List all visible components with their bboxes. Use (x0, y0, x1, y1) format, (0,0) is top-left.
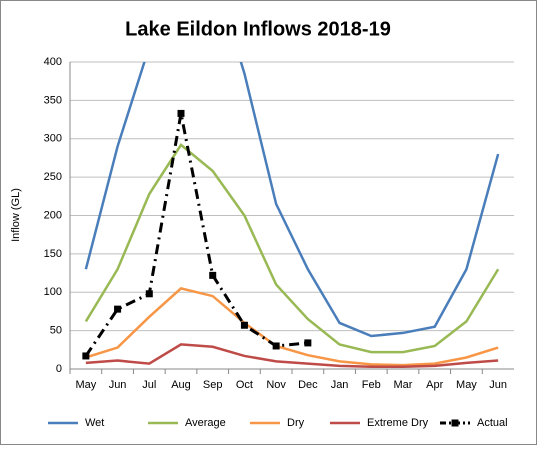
x-tick-label: Jan (331, 379, 349, 391)
x-tick-label: Aug (171, 379, 191, 391)
x-tick-label: Sep (203, 379, 223, 391)
y-tick-label: 300 (44, 133, 62, 145)
data-point (272, 342, 280, 350)
legend-label: Dry (287, 417, 305, 429)
series-line (85, 343, 499, 368)
data-point (145, 290, 153, 298)
legend-label: Actual (477, 417, 508, 429)
y-tick-label: 0 (56, 363, 62, 375)
data-point (209, 271, 217, 279)
x-tick-label: May (75, 379, 96, 391)
series-line (85, 287, 499, 367)
series-line (84, 62, 500, 338)
series-line (84, 143, 500, 354)
y-tick-label: 50 (50, 325, 62, 337)
chart-title: Lake Eildon Inflows 2018-19 (125, 18, 391, 40)
data-point (82, 352, 90, 360)
y-tick-label: 200 (44, 209, 62, 221)
y-tick-label: 100 (44, 286, 62, 298)
y-axis-label: Inflow (GL) (10, 188, 22, 242)
legend-label: Extreme Dry (367, 417, 429, 429)
data-point (177, 109, 185, 117)
x-tick-label: Nov (266, 379, 286, 391)
x-tick-label: Jul (142, 379, 156, 391)
legend-label: Wet (85, 417, 104, 429)
x-tick-label: Apr (426, 379, 443, 391)
x-tick-label: Mar (394, 379, 413, 391)
x-tick-label: Feb (362, 379, 381, 391)
x-tick-label: May (456, 379, 477, 391)
legend-label: Average (185, 417, 226, 429)
x-tick-label: Oct (236, 379, 253, 391)
data-point (304, 339, 312, 347)
data-point (114, 305, 122, 313)
y-tick-label: 150 (44, 248, 62, 260)
y-tick-label: 250 (44, 171, 62, 183)
series-line (84, 113, 309, 357)
y-tick-label: 350 (44, 94, 62, 106)
legend-marker (451, 419, 459, 427)
plot-area (84, 62, 500, 368)
x-tick-label: Jun (109, 379, 127, 391)
data-point (240, 321, 248, 329)
x-tick-label: Jun (489, 379, 507, 391)
x-tick-label: Dec (298, 379, 318, 391)
y-tick-label: 400 (44, 56, 62, 68)
